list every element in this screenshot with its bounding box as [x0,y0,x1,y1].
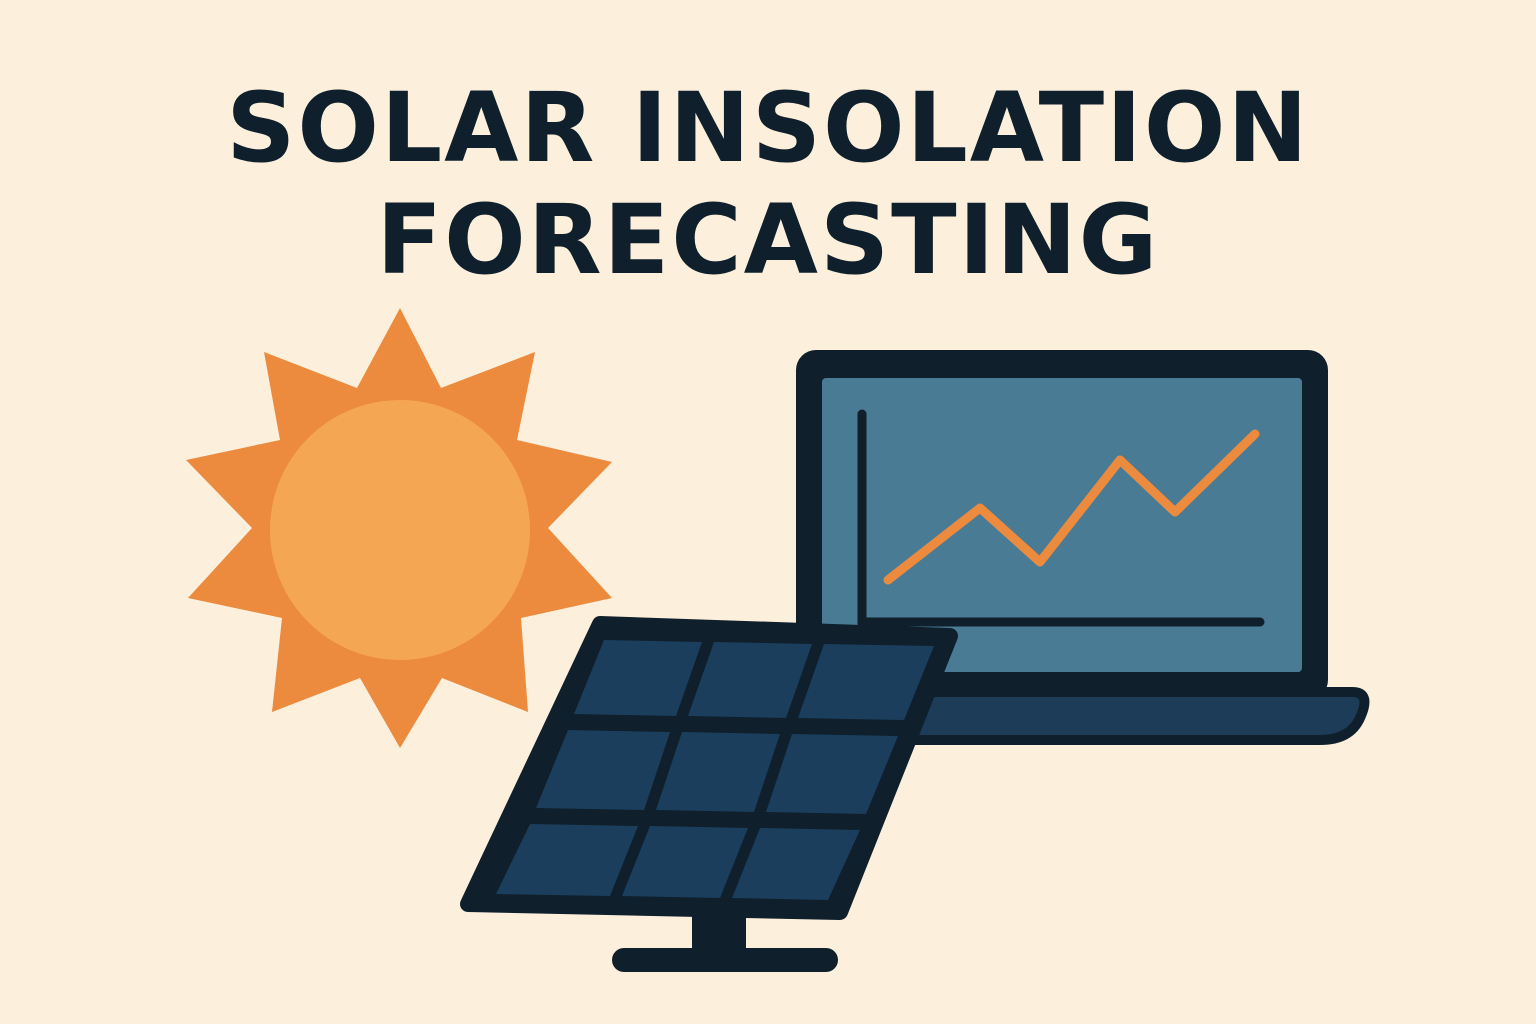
panel-cell [536,730,670,810]
title-line-2: FORECASTING [376,184,1160,296]
chart-line [883,429,1260,585]
panel-stand-base [612,948,838,972]
solar-panel-icon [460,616,958,972]
panel-cell [688,642,812,718]
sun-core [270,400,530,660]
page-title: SOLAR INSOLATION FORECASTING [0,72,1536,296]
panel-cell [766,734,898,814]
line-chart-icon [857,409,1265,629]
title-line-1: SOLAR INSOLATION [226,72,1310,184]
panel-cell [656,732,780,812]
panel-cell [496,824,638,896]
panel-cell [732,828,860,900]
laptop-screen [822,378,1302,672]
panel-cell [574,640,702,716]
panel-cell [798,644,934,720]
panel-cell [622,826,748,898]
sun-icon [186,308,612,748]
